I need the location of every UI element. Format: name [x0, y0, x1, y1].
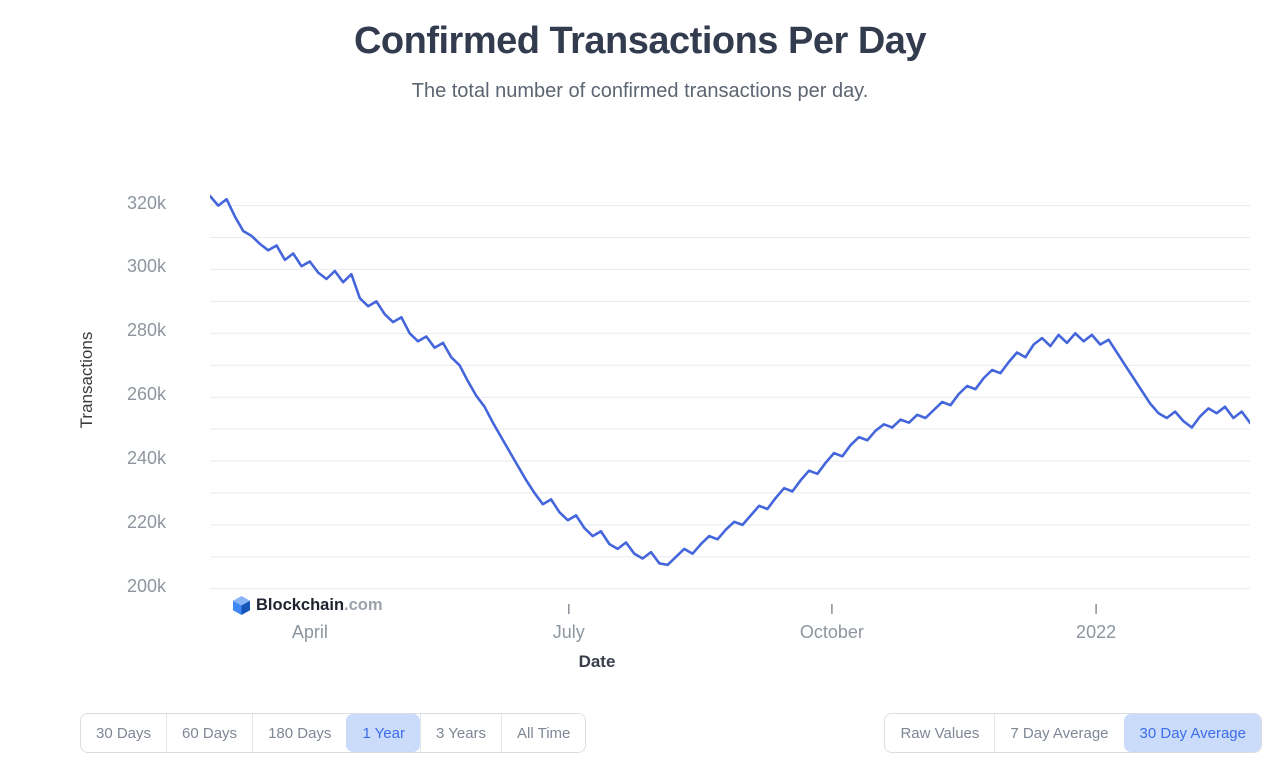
y-tick-label: 300k [126, 256, 166, 277]
range-60-days-button[interactable]: 60 Days [166, 714, 253, 752]
y-tick-label: 220k [126, 511, 166, 532]
value-mode-selector: Raw Values 7 Day Average 30 Day Average [884, 713, 1262, 753]
transactions-line-series [210, 194, 1250, 567]
blockchain-logo: Blockchain.com [233, 596, 383, 615]
y-tick-label: 260k [126, 384, 166, 405]
range-all-time-button[interactable]: All Time [501, 714, 586, 752]
time-range-selector: 30 Days 60 Days 180 Days 1 Year 3 Years All T… [80, 713, 587, 753]
x-axis-title: Date [578, 652, 616, 671]
x-tick-label: 2022 [1076, 622, 1117, 642]
line-chart-plot[interactable] [210, 188, 1250, 618]
y-tick-label: 200k [126, 575, 166, 596]
blockchain-cube-icon [233, 596, 250, 615]
y-tick-label: 240k [126, 448, 166, 469]
mode-raw-values-button[interactable]: Raw Values [885, 714, 995, 752]
x-tick-label: April [291, 622, 328, 642]
time-range-controls: 30 Days 60 Days 180 Days 1 Year 3 Years All T… [80, 713, 587, 753]
page-subtitle: The total number of confirmed transactio… [411, 80, 869, 102]
mode-30-day-average-button[interactable]: 30 Day Average [1123, 714, 1261, 752]
y-axis-title: Transactions [77, 331, 96, 429]
page-title: Confirmed Transactions Per Day [353, 20, 927, 62]
y-tick-label: 320k [126, 192, 166, 213]
range-3-years-button[interactable]: 3 Years [419, 714, 502, 752]
value-mode-controls: Raw Values 7 Day Average 30 Day Average [884, 713, 1262, 753]
range-30-days-button[interactable]: 30 Days [81, 714, 167, 752]
range-180-days-button[interactable]: 180 Days [252, 714, 347, 752]
blockchain-logo-text: Blockchain.com [256, 596, 383, 614]
mode-7-day-average-button[interactable]: 7 Day Average [994, 714, 1124, 752]
y-tick-label: 280k [126, 320, 166, 341]
x-tick-label: July [552, 622, 585, 642]
x-tick-label: October [799, 622, 864, 642]
range-1-year-button[interactable]: 1 Year [346, 714, 420, 752]
